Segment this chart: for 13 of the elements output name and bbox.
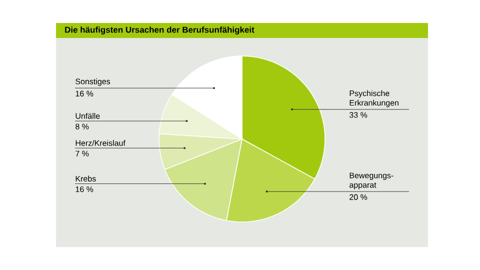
data-label: 16 % [76,186,94,192]
slice-label: Herz/Kreislauf [76,140,126,146]
chart-title: Die häufigsten Ursachen der Berufsunfähigkeit [65,26,254,34]
data-label: 16 % [76,90,94,96]
data-label: 7 % [76,150,89,156]
data-label: 33 % [349,112,368,118]
slice-label: Krebs [76,176,96,182]
slice-label: Psychische Erkrankungen [350,90,398,108]
slice-label: Unfälle [76,112,100,119]
slice-label: Sonstiges [76,78,110,86]
data-label: 8 % [76,124,89,130]
slice-label: Bewegungs-apparat [350,172,394,190]
data-label: 20 % [350,194,368,200]
